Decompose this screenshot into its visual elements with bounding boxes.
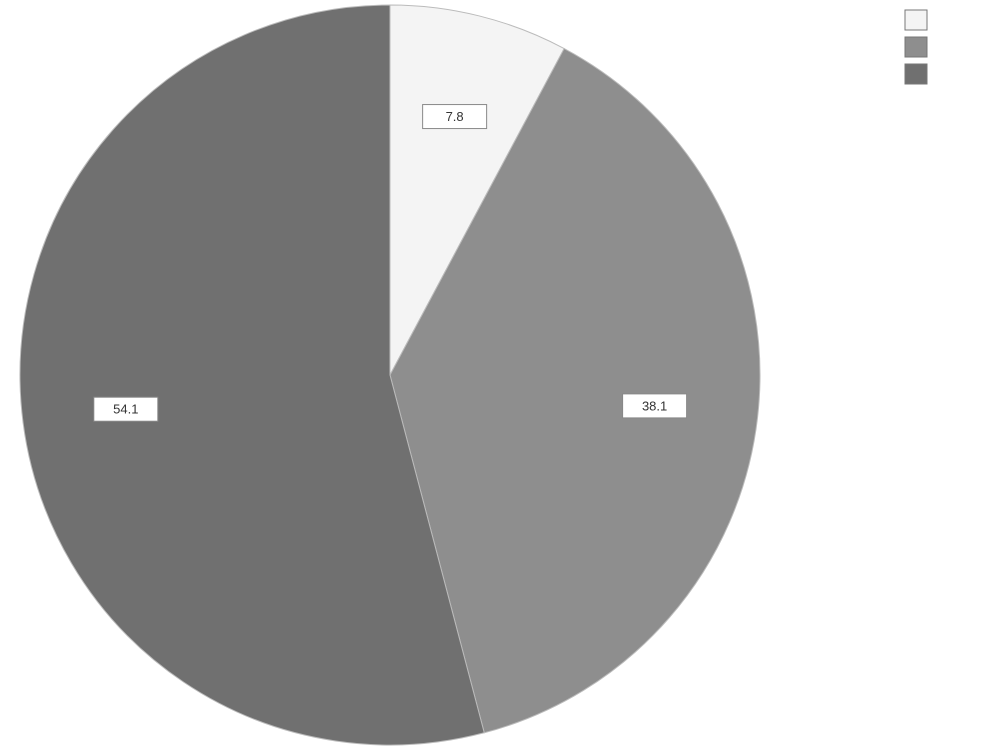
pie xyxy=(19,4,761,746)
legend-swatch xyxy=(904,9,928,31)
data-label: 7.8 xyxy=(446,109,464,124)
data-label-box xyxy=(422,104,488,130)
pie-slice xyxy=(389,47,761,734)
pie-slice xyxy=(19,4,485,746)
legend-swatch xyxy=(904,63,928,85)
pie-slice xyxy=(389,4,565,376)
legend xyxy=(904,9,928,85)
data-label-box xyxy=(622,393,688,419)
data-label: 38.1 xyxy=(642,398,667,413)
legend-swatch xyxy=(904,36,928,58)
data-labels: 7.8 38.1 54.1 xyxy=(93,104,688,422)
data-label: 54.1 xyxy=(113,402,138,417)
data-label-box xyxy=(93,396,159,422)
